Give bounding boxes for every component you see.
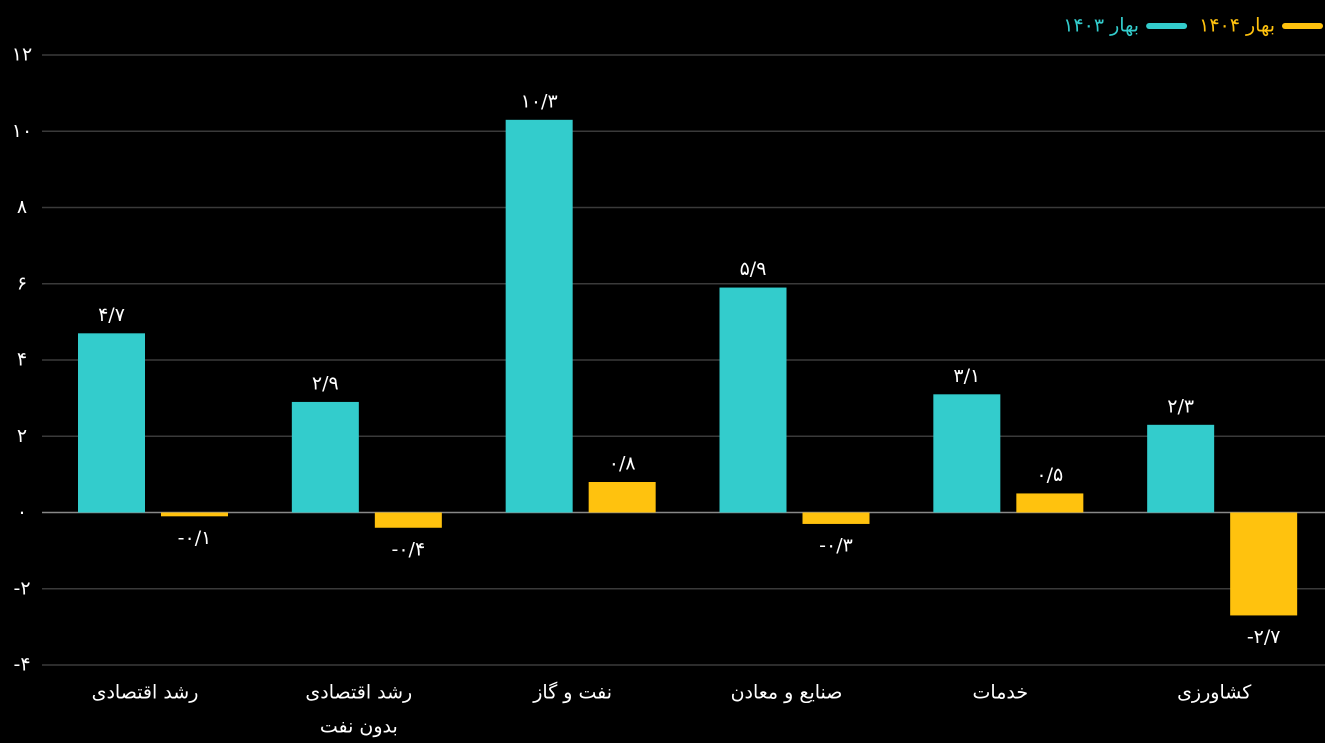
bar <box>802 512 870 524</box>
y-tick-label: ۱۰ <box>12 120 32 142</box>
x-tick-label: رشد اقتصادی <box>92 682 199 704</box>
x-tick-label: کشاورزی <box>1177 682 1252 704</box>
bar <box>719 287 787 513</box>
value-label: ۰/۸ <box>609 453 636 475</box>
bar <box>291 401 359 513</box>
y-tick-label: ۶ <box>17 272 27 294</box>
legend-label: بهار ۱۴۰۳ <box>1063 15 1139 37</box>
bar <box>1147 424 1215 513</box>
y-tick-label: -۲ <box>13 577 30 599</box>
value-label: -۰/۴ <box>391 538 425 560</box>
bar <box>1230 512 1298 616</box>
y-tick-label: ۲ <box>17 425 27 447</box>
bar <box>161 512 228 517</box>
value-label: ۳/۱ <box>953 365 980 387</box>
value-label: ۰/۵ <box>1036 464 1063 486</box>
x-tick-label: صنایع و معادن <box>731 682 843 704</box>
x-tick-label: خدمات <box>973 682 1029 704</box>
legend-label: بهار ۱۴۰۴ <box>1199 15 1275 37</box>
value-label: -۰/۱ <box>178 527 212 549</box>
value-label: ۲/۳ <box>1167 395 1194 417</box>
bar <box>588 482 656 513</box>
bar <box>505 119 573 513</box>
bar <box>933 394 1001 513</box>
x-tick-label: نفت و گاز <box>532 681 612 704</box>
y-tick-label: ۸ <box>17 196 27 218</box>
value-label: ۲/۹ <box>312 372 339 394</box>
y-tick-label: -۴ <box>13 654 30 676</box>
y-tick-label: ۱۲ <box>12 44 32 66</box>
bar <box>78 333 145 513</box>
value-label: -۲/۷ <box>1247 626 1281 648</box>
value-label: ۵/۹ <box>740 258 767 280</box>
bar <box>374 512 442 528</box>
value-label: -۰/۳ <box>819 534 853 556</box>
bar <box>1016 493 1084 513</box>
value-label: ۴/۷ <box>98 304 125 326</box>
x-tick-label: رشد اقتصادی <box>305 682 412 704</box>
y-tick-label: ۰ <box>17 501 27 523</box>
value-label: ۱۰/۳ <box>521 90 558 112</box>
y-tick-label: ۴ <box>17 349 27 371</box>
x-tick-label: بدون نفت <box>320 716 398 738</box>
